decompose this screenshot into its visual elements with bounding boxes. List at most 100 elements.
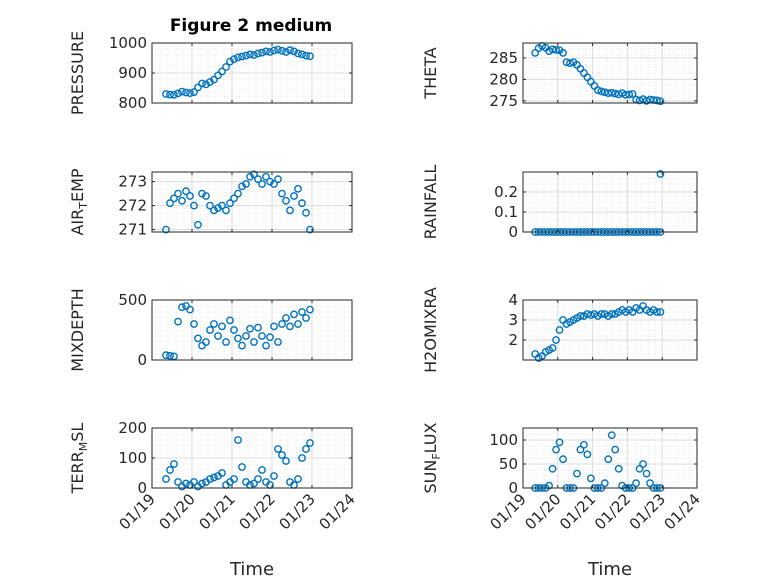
panel-air_temp-point: [202, 192, 210, 200]
panel-h2omixra: 2 3 4 H2OMIXRA: [421, 287, 698, 373]
panel-air_temp-point: [230, 194, 238, 203]
panel-mixdepth-point: [250, 338, 258, 346]
panel-air_temp-point: [170, 194, 178, 203]
panel-air_temp-point: [290, 192, 298, 200]
panel-terr_msl-xtick-label: 01/24: [316, 490, 359, 533]
panel-terr_msl-point: [258, 466, 266, 474]
panel-terr_msl-point: [238, 463, 246, 471]
panel-pressure-point: [174, 89, 182, 98]
panel-terr_msl-point: [210, 473, 218, 482]
panel-sun_flux-grid: [522, 428, 698, 489]
panel-mixdepth-point: [230, 326, 238, 334]
panel-sun_flux-point: [642, 469, 651, 478]
panel-sun_flux-point: [611, 445, 620, 454]
panel-pressure-point: [290, 47, 298, 56]
panel-pressure-series: [162, 45, 314, 99]
panel-rainfall: 0 0.1 0.2 RAINFALL: [421, 165, 698, 241]
panel-sun_flux-point: [600, 479, 609, 488]
panel-terr_msl-point: [170, 460, 178, 468]
panel-mixdepth-point: [214, 332, 222, 340]
panel-theta-point: [607, 88, 616, 97]
panel-mixdepth-point: [178, 303, 186, 312]
panel-terr_msl-point: [274, 445, 282, 453]
panel-pressure-point: [218, 67, 226, 76]
panel-terr_msl-point: [230, 475, 238, 483]
panel-theta-point: [552, 45, 560, 54]
panel-terr_msl-point: [198, 479, 206, 488]
panel-sun_flux-point: [559, 455, 567, 464]
panel-air_temp-point: [218, 201, 226, 210]
panel-theta-point: [597, 87, 606, 96]
panel-mixdepth-point: [266, 333, 274, 342]
panel-mixdepth-point: [186, 305, 194, 314]
panel-theta-axes-box: [522, 42, 698, 104]
panel-air_temp-point: [194, 220, 202, 229]
panel-mixdepth-point: [286, 322, 294, 331]
panel-air_temp-point: [250, 170, 258, 179]
panel-h2omixra-ytick-label: 4: [508, 291, 518, 309]
panel-air_temp-point: [302, 208, 310, 217]
panel-air_temp-point: [258, 180, 266, 188]
panel-pressure-ytick-label: 800: [118, 94, 147, 112]
panel-sun_flux-point: [632, 479, 640, 488]
panel-terr_msl-point: [174, 478, 182, 486]
panel-pressure-point: [234, 53, 242, 62]
panel-sun_flux-xtick-label: 01/21: [556, 490, 599, 533]
panel-sun_flux-point: [614, 464, 623, 473]
panel-terr_msl-point: [206, 475, 214, 483]
panel-pressure-point: [222, 63, 230, 71]
panel-air_temp-point: [206, 201, 214, 210]
panel-air_temp-point: [198, 189, 206, 198]
panel-pressure-point: [262, 47, 270, 56]
panel-air_temp-point: [262, 172, 270, 181]
panel-sun_flux-point: [548, 464, 557, 473]
panel-air_temp-ytick-label: 273: [118, 173, 147, 191]
panel-sun_flux-point: [586, 474, 595, 483]
panel-mixdepth-ylabel: MIXDEPTH: [68, 288, 87, 371]
panel-sun_flux-xtick-label: 01/24: [661, 490, 704, 533]
panel-sun_flux-xtick-label: 01/20: [521, 490, 564, 533]
panel-terr_msl-ytick-label: 200: [118, 419, 147, 437]
panel-sun_flux-ytick-label: 100: [489, 431, 518, 449]
panel-pressure-point: [294, 49, 302, 58]
panel-pressure-point: [198, 79, 206, 88]
panel-pressure-point: [186, 89, 194, 98]
figure-title: Figure 2 medium: [170, 16, 332, 36]
panel-sun_flux-point: [545, 481, 553, 490]
panel-sun_flux-point: [552, 445, 560, 454]
panel-mixdepth-point: [270, 322, 278, 331]
panel-terr_msl-xtick-label: 01/20: [156, 490, 199, 533]
panel-rainfall-axes-box: [522, 171, 698, 233]
panel-pressure-point: [206, 78, 214, 86]
panel-mixdepth-point: [210, 320, 218, 328]
panel-pressure-point: [178, 87, 186, 96]
panel-terr_msl-ytick-label: 0: [137, 479, 147, 497]
panel-terr_msl-point: [166, 466, 174, 474]
panel-h2omixra-point: [555, 326, 564, 334]
panel-pressure-point: [190, 88, 198, 97]
panel-terr_msl-point: [282, 457, 290, 465]
panel-air_temp: 271 272 273 AIRTEMP: [68, 168, 353, 239]
panel-air_temp-point: [270, 180, 278, 188]
panel-mixdepth-point: [222, 338, 230, 346]
panel-air_temp-ytick-label: 272: [118, 197, 147, 215]
panel-air_temp-point: [274, 175, 282, 184]
panel-sun_flux-xtick-label: 01/23: [626, 490, 669, 533]
panel-pressure-point: [266, 48, 274, 56]
panel-sun_flux-ytick-label: 50: [499, 455, 518, 473]
panel-air_temp-point: [222, 206, 230, 215]
panel-terr_msl-ylabel: TERRMSL: [68, 423, 90, 495]
panel-terr_msl-xlabel: Time: [229, 559, 274, 580]
panel-mixdepth-point: [282, 314, 290, 322]
panel-air_temp-point: [294, 184, 302, 193]
panel-h2omixra-series: [531, 302, 665, 362]
panel-h2omixra-point: [656, 308, 665, 316]
panel-theta-point: [625, 90, 634, 99]
panel-terr_msl-point: [182, 479, 190, 488]
panel-theta-point: [653, 96, 661, 105]
panel-pressure-point: [210, 75, 218, 84]
panel-sun_flux-point: [573, 469, 581, 478]
panel-rainfall-ytick-label: 0.2: [494, 183, 518, 201]
panel-mixdepth-point: [194, 334, 202, 343]
panel-sun_flux-point: [639, 460, 647, 468]
